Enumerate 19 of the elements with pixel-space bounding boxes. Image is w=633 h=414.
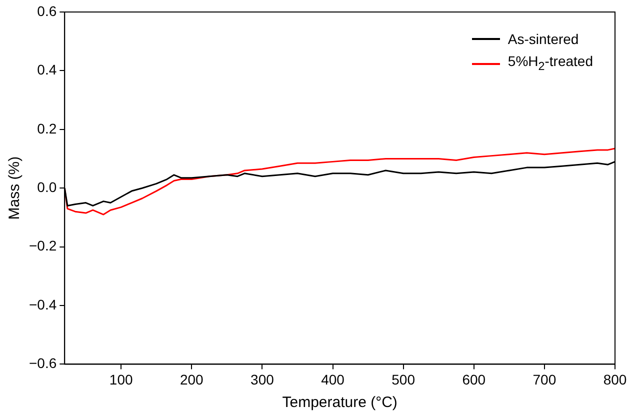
y-tick-label: −0.2 — [28, 238, 57, 254]
x-tick-label: 600 — [462, 371, 486, 388]
x-axis-title: Temperature (°C) — [282, 394, 398, 412]
y-tick-label: 0.4 — [37, 62, 57, 78]
y-tick-label: 0.6 — [37, 2, 57, 19]
x-tick-label: 400 — [321, 371, 345, 388]
x-tick-label: 300 — [250, 371, 274, 388]
y-tick-label: −0.6 — [28, 355, 57, 372]
y-tick-label: 0.2 — [37, 120, 57, 136]
x-tick-label: 700 — [532, 371, 556, 388]
x-tick-label: 500 — [392, 371, 416, 388]
y-tick-label: 0.0 — [37, 178, 57, 195]
y-axis-title: Mass (%) — [6, 156, 24, 220]
x-tick-label: 800 — [603, 371, 627, 388]
legend-label: As-sintered — [508, 30, 579, 49]
x-tick-label: 200 — [180, 371, 204, 388]
y-tick-label: −0.4 — [28, 296, 57, 312]
legend-label: 5%H$_{2}$-treated — [508, 52, 593, 75]
x-tick-label: 100 — [109, 371, 133, 388]
